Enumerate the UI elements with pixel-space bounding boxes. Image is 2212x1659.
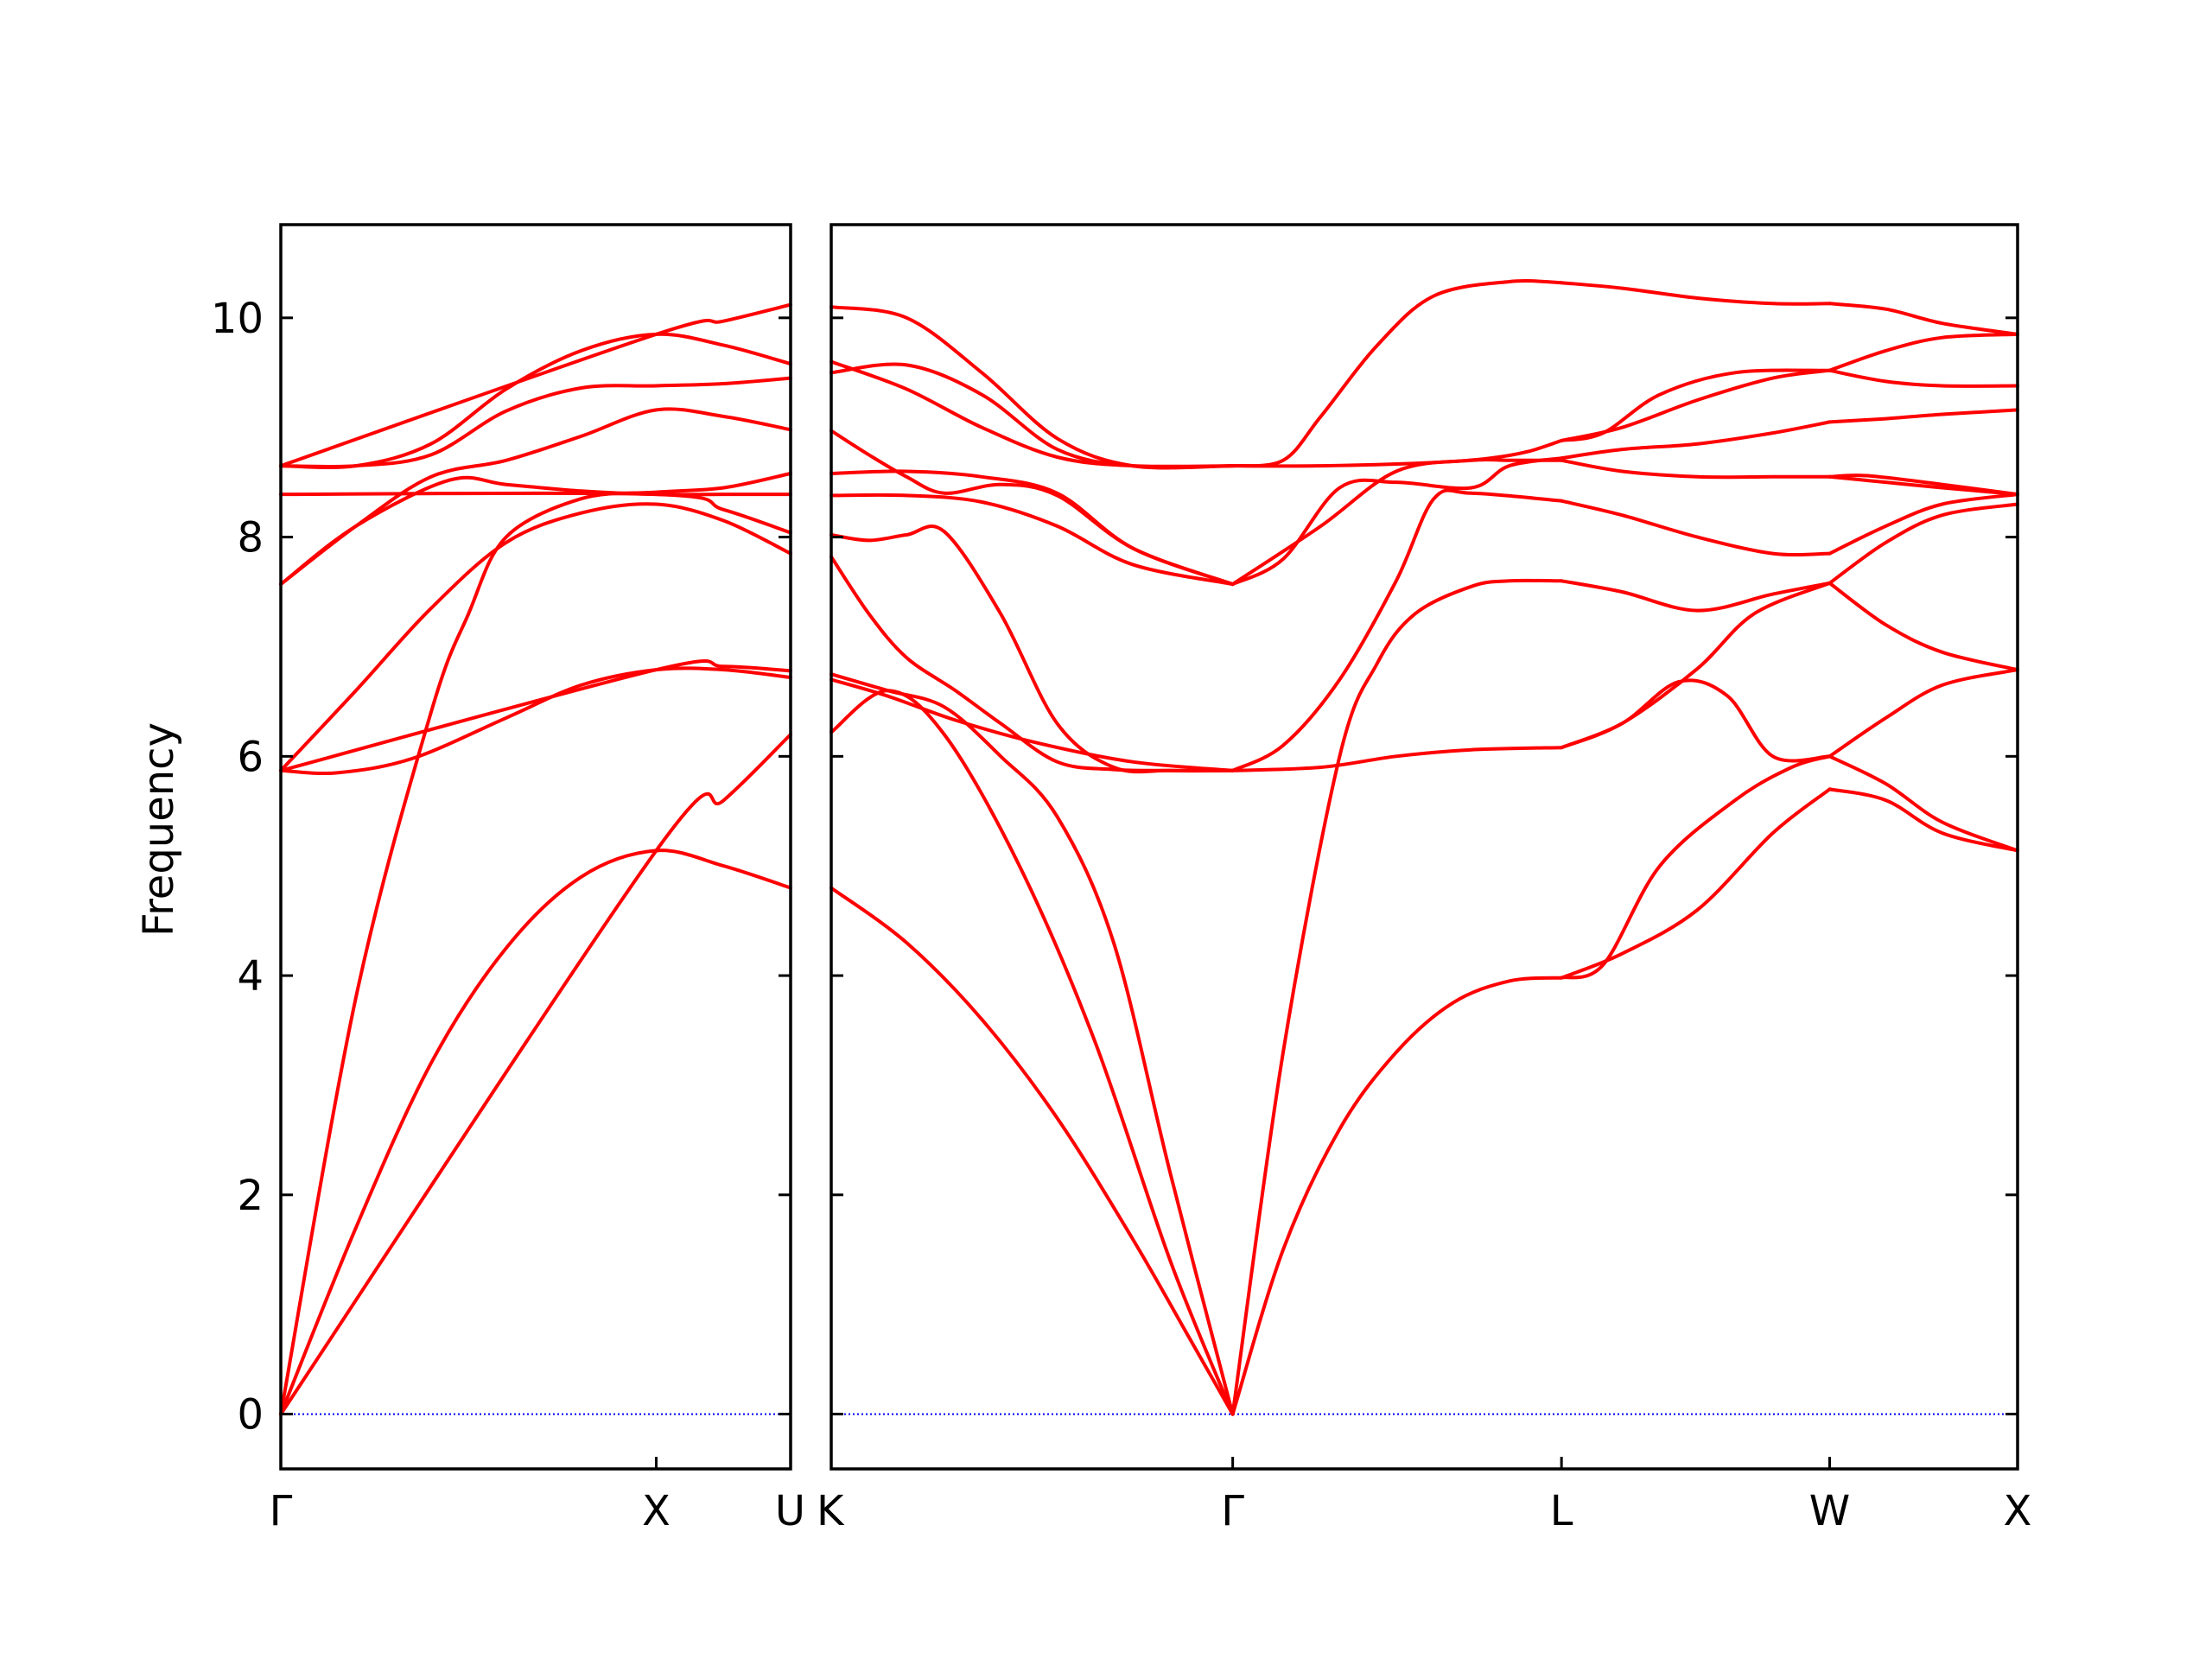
x-tick-label: Γ [270, 1487, 293, 1535]
x-tick-label: W [1809, 1487, 1850, 1535]
phonon-band [1230, 488, 1564, 772]
phonon-band [830, 493, 1235, 587]
phonon-band [279, 666, 792, 776]
phonon-band [830, 555, 1235, 772]
phonon-band [830, 677, 1235, 772]
phonon-band [1827, 581, 2019, 672]
phonon-band [279, 332, 792, 469]
band-series [279, 302, 792, 1416]
phonon-band [1827, 474, 2019, 497]
y-tick-label: 10 [211, 295, 264, 343]
y-axis-title: Frequency [135, 722, 183, 937]
phonon-band [1230, 438, 1564, 468]
y-tick-label: 2 [237, 1172, 264, 1220]
phonon-band [1560, 754, 1832, 980]
phonon-band [1230, 746, 1564, 772]
phonon-band [1827, 493, 2019, 556]
x-tick-label: Γ [1221, 1487, 1244, 1535]
phonon-band [1560, 678, 1832, 763]
y-tick-label: 6 [237, 733, 264, 781]
phonon-band [279, 302, 792, 468]
phonon-band [1560, 281, 1832, 306]
phonon-band [1560, 499, 1832, 557]
left-panel: 0 2 4 6 8 10 Γ X U [211, 223, 805, 1535]
phonon-band [1827, 302, 2019, 336]
phonon-band [830, 362, 1235, 469]
phonon-band [1827, 502, 2019, 585]
phonon-band [1827, 754, 2019, 853]
y-tick-label: 4 [237, 952, 264, 1001]
phonon-band [1560, 458, 1832, 480]
phonon-band [830, 359, 1235, 468]
phonon-band [279, 659, 792, 772]
phonon-band [830, 305, 1235, 470]
phonon-band [1560, 787, 1832, 980]
phonon-band [1827, 668, 2019, 759]
phonon-band [1827, 368, 2019, 388]
phonon-band [279, 849, 792, 1416]
x-tick-label: L [1550, 1487, 1573, 1535]
phonon-band [1230, 457, 1564, 587]
x-tick-label: X [2004, 1487, 2032, 1535]
phonon-band [1230, 456, 1564, 587]
phonon-band [1827, 787, 2019, 853]
y-tick-label: 0 [237, 1391, 264, 1440]
phonon-band [1230, 279, 1564, 468]
phonon-band [279, 733, 792, 1416]
phonon-band [1230, 578, 1564, 1416]
phonon-band [830, 886, 1235, 1416]
x-tick-label: X [642, 1487, 671, 1535]
phonon-band [1560, 368, 1832, 442]
y-tick-label: 8 [237, 514, 264, 563]
phonon-band [279, 491, 792, 535]
phonon-band [1560, 579, 1832, 613]
phonon-band [1560, 581, 1832, 750]
axes-frame [279, 223, 792, 1471]
phonon-band [830, 672, 1235, 1416]
phonon-band [279, 376, 792, 469]
axes-frame [830, 223, 2019, 1471]
phonon-band [830, 524, 1235, 774]
phonon-band [279, 407, 792, 587]
x-tick-label: U [775, 1487, 805, 1535]
phonon-band [1560, 420, 1832, 461]
x-tick-label: K [817, 1487, 845, 1535]
phonon-band [279, 472, 792, 1416]
phonon-band [830, 429, 1235, 587]
band-series [830, 279, 2019, 1416]
phonon-band [279, 502, 792, 772]
phonon-band [1230, 976, 1564, 1416]
phonon-band [1827, 332, 2019, 372]
phonon-band [1827, 408, 2019, 424]
